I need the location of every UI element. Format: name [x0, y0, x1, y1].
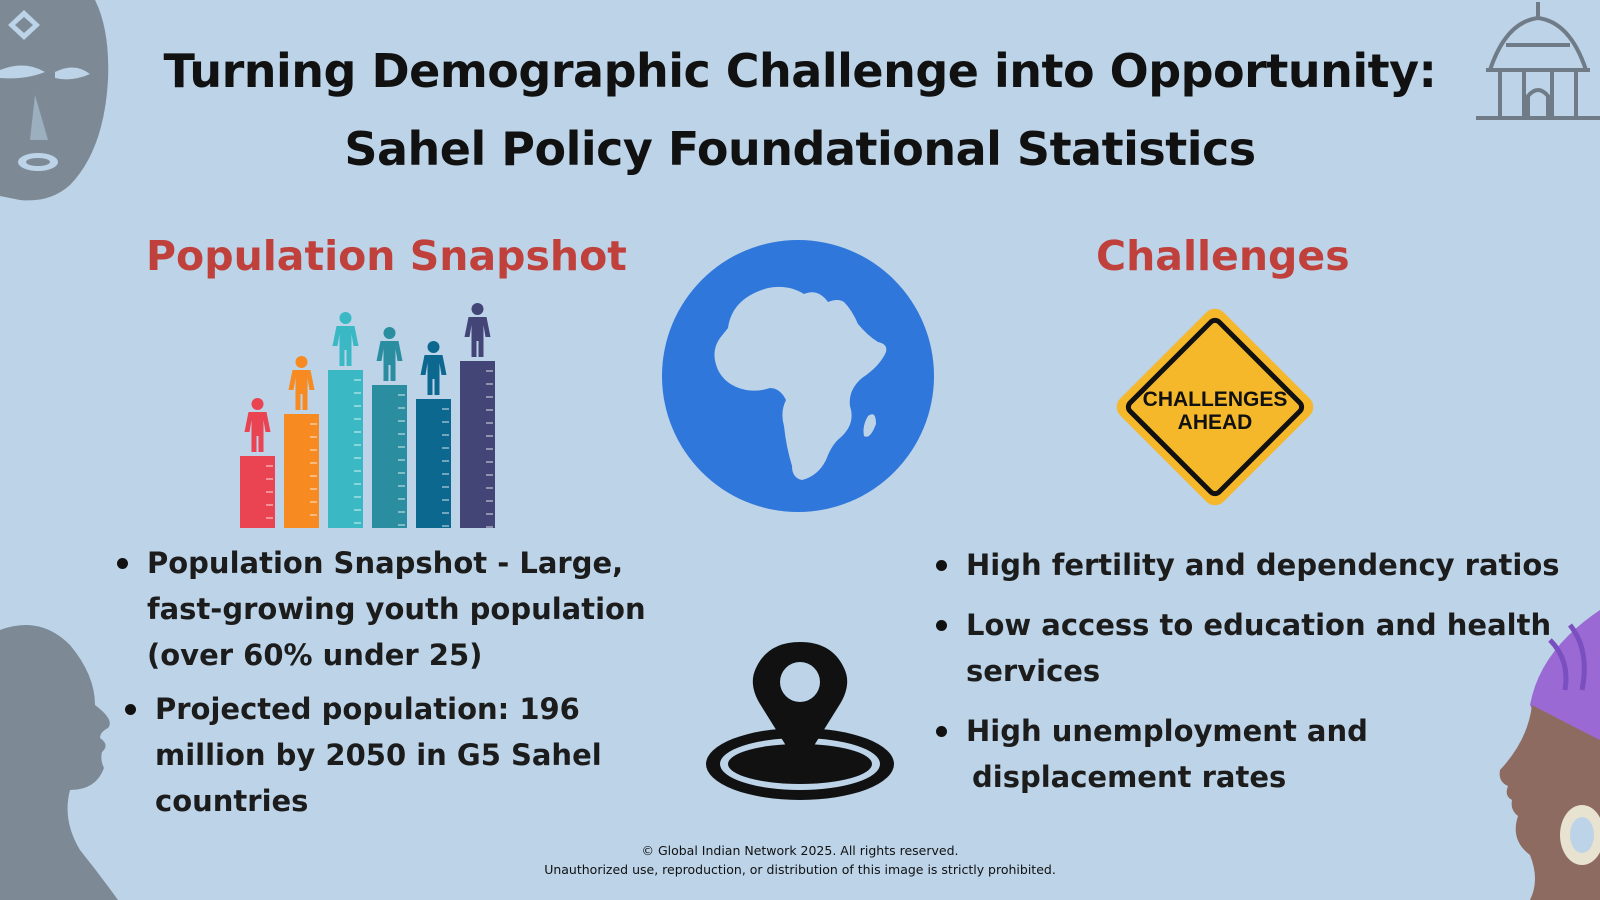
challenge-bullet-unemployment-line-2: displacement rates: [972, 760, 1287, 794]
challenge-bullet-unemployment-line-1: High unemployment and: [966, 714, 1368, 748]
population-bar-6: [460, 303, 495, 528]
population-bar-3: [328, 312, 363, 528]
population-bullet-youth: Population Snapshot - Large, fast-growin…: [117, 540, 667, 678]
challenges-bullet-list: High fertility and dependency ratios Low…: [936, 542, 1586, 800]
location-pin-icon: [706, 642, 894, 800]
challenge-bullet-unemployment: High unemployment and displacement rates: [936, 708, 1586, 800]
woman-silhouette-icon: [0, 625, 118, 900]
population-bullet-list-2: Projected population: 196 million by 205…: [125, 686, 655, 824]
copyright-notice: © Global Indian Network 2025. All rights…: [641, 843, 959, 858]
warning-sign-text-line-1: CHALLENGES: [1142, 388, 1288, 411]
africa-globe-icon: [662, 240, 934, 512]
challenges-heading: Challenges: [1096, 232, 1350, 280]
usage-notice: Unauthorized use, reproduction, or distr…: [544, 862, 1056, 877]
challenge-bullet-fertility: High fertility and dependency ratios: [936, 542, 1586, 588]
population-bar-4: [372, 327, 407, 528]
african-mask-icon: [0, 0, 109, 201]
population-heading: Population Snapshot: [146, 232, 627, 280]
population-bullet-list-1: Population Snapshot - Large, fast-growin…: [117, 540, 667, 678]
warning-sign-icon: [1116, 308, 1314, 506]
warning-sign-text-line-2: AHEAD: [1177, 411, 1253, 434]
challenge-bullet-education: Low access to education and health servi…: [936, 602, 1586, 694]
page-title-line-2: Sahel Policy Foundational Statistics: [344, 122, 1256, 176]
population-bullet-projection: Projected population: 196 million by 205…: [125, 686, 655, 824]
population-growth-bars-icon: [240, 303, 495, 528]
population-bar-2: [284, 356, 319, 528]
hut-icon: [1476, 2, 1600, 120]
woman-with-headwrap-icon: [1499, 610, 1600, 900]
population-bar-1: [240, 398, 275, 528]
population-bar-5: [416, 341, 451, 528]
page-title-line-1: Turning Demographic Challenge into Oppor…: [163, 44, 1437, 98]
